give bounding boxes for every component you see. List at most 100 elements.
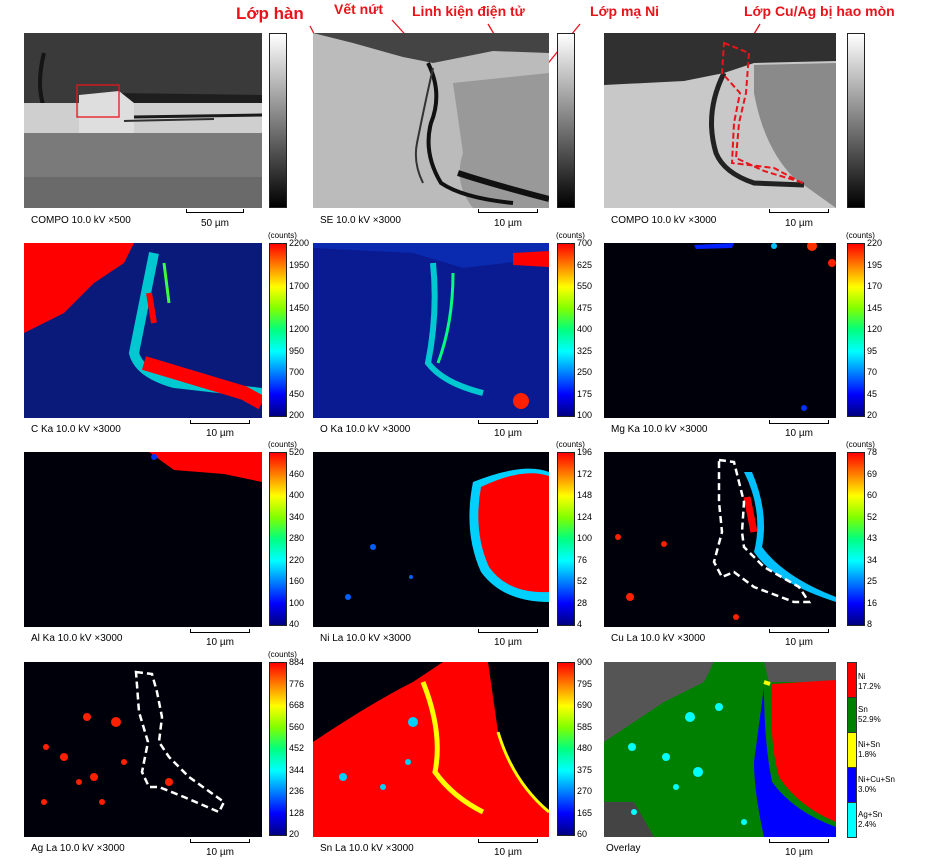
tick-label: 28: [577, 597, 588, 608]
legend-pct: 2.4%: [858, 820, 877, 829]
legend-label: Ni 17.2%: [858, 672, 881, 692]
tick-label: 165: [577, 807, 593, 818]
tick-label: 452: [289, 743, 305, 753]
tick-label: 400: [577, 324, 593, 334]
tick-label: 1450: [289, 302, 310, 313]
scale-bar: [769, 420, 829, 424]
tick-label: 776: [289, 678, 305, 689]
scale-bar-label: 10 µm: [785, 428, 813, 439]
unit-label: (counts): [556, 231, 585, 240]
tick-label: 200: [289, 410, 305, 420]
sem-compo-x500-image: [24, 33, 262, 208]
unit-label: (counts): [846, 231, 875, 240]
tick-label: 236: [289, 786, 305, 796]
scale-bar: [769, 839, 829, 843]
tick-label: 585: [577, 721, 593, 732]
scale-bar: [478, 209, 538, 213]
tick-label: 175: [577, 388, 593, 399]
tick-label: 60: [867, 490, 878, 500]
scale-bar: [769, 209, 829, 213]
tick-label: 520: [289, 447, 305, 457]
cu-la-map: [604, 452, 836, 627]
tick-label: 1950: [289, 259, 310, 270]
tick-label: 4: [577, 619, 583, 629]
overlay-map: [604, 662, 836, 837]
legend-name: Ni: [858, 672, 866, 681]
c-ka-colorbar: [269, 243, 287, 417]
tick-label: 550: [577, 281, 593, 291]
legend-pct: 52.9%: [858, 715, 881, 724]
unit-label: (counts): [556, 440, 585, 449]
legend-label: Sn 52.9%: [858, 705, 881, 725]
legend-swatch-ni-cu-sn: [847, 767, 857, 803]
tick-label: 76: [577, 554, 588, 565]
annotation-crack: Vết nứt: [334, 1, 384, 17]
caption: Overlay: [606, 843, 641, 854]
tick-label: 884: [289, 657, 305, 667]
tick-label: 52: [867, 511, 878, 522]
tick-label: 950: [289, 345, 305, 356]
scale-bar-label: 10 µm: [785, 637, 813, 648]
annotation-component: Linh kiện điện tử: [412, 3, 525, 19]
scale-bar-label: 10 µm: [494, 847, 522, 858]
scale-bar-label: 10 µm: [494, 218, 522, 229]
ni-la-colorbar: [557, 452, 575, 626]
o-ka-colorbar: [557, 243, 575, 417]
sem-compo-x3000-image: [604, 33, 836, 208]
legend-label: Ag+Sn 2.4%: [858, 810, 882, 830]
legend-pct: 3.0%: [858, 785, 877, 794]
sn-la-colorbar: [557, 662, 575, 836]
tick-label: 128: [289, 807, 305, 818]
tick-label: 100: [577, 410, 593, 420]
scale-bar-label: 10 µm: [206, 428, 234, 439]
tick-label: 20: [867, 410, 878, 420]
tick-label: 145: [867, 302, 883, 313]
cu-la-colorbar: [847, 452, 865, 626]
tick-label: 270: [577, 786, 593, 796]
caption: Cu La 10.0 kV ×3000: [611, 633, 706, 644]
scale-bar-label: 10 µm: [494, 637, 522, 648]
caption: COMPO 10.0 kV ×500: [31, 215, 131, 226]
tick-label: 195: [867, 259, 883, 270]
sn-la-map: [313, 662, 549, 837]
caption: C Ka 10.0 kV ×3000: [31, 424, 121, 435]
caption: Mg Ka 10.0 kV ×3000: [611, 424, 708, 435]
tick-label: 34: [867, 554, 878, 565]
caption: Ni La 10.0 kV ×3000: [320, 633, 411, 644]
tick-label: 160: [289, 576, 305, 586]
o-ka-map: [313, 243, 549, 418]
tick-label: 480: [577, 743, 593, 753]
legend-name: Sn: [858, 705, 868, 714]
tick-label: 250: [577, 367, 593, 377]
tick-label: 460: [289, 468, 305, 479]
annotation-solder-layer: Lớp hàn: [236, 4, 304, 23]
ag-la-map: [24, 662, 262, 837]
tick-label: 1200: [289, 324, 310, 334]
ag-la-colorbar: [269, 662, 287, 836]
legend-label: Ni+Sn 1.8%: [858, 740, 880, 760]
tick-label: 2200: [289, 238, 310, 248]
caption: O Ka 10.0 kV ×3000: [320, 424, 411, 435]
tick-label: 340: [289, 511, 305, 522]
tick-label: 16: [867, 597, 878, 608]
tick-label: 124: [577, 511, 593, 522]
scale-bar-label: 10 µm: [785, 847, 813, 858]
annotation-ni-plating: Lớp mạ Ni: [590, 3, 660, 19]
scale-bar: [478, 839, 538, 843]
scale-bar-label: 10 µm: [206, 847, 234, 858]
c-ka-map: [24, 243, 262, 418]
tick-label: 375: [577, 764, 593, 775]
legend-pct: 1.8%: [858, 750, 877, 759]
tick-label: 70: [867, 367, 878, 377]
tick-label: 344: [289, 764, 305, 775]
grayscale-colorbar: [557, 33, 575, 208]
scale-bar-label: 10 µm: [785, 218, 813, 229]
caption: COMPO 10.0 kV ×3000: [611, 215, 717, 226]
scale-bar: [190, 839, 250, 843]
tick-label: 196: [577, 447, 593, 457]
tick-label: 560: [289, 721, 305, 732]
mg-ka-map: [604, 243, 836, 418]
scale-bar: [186, 209, 244, 213]
tick-label: 60: [577, 829, 588, 839]
annotation-cu-ag-corroded: Lớp Cu/Ag bị hao mòn: [744, 3, 895, 19]
